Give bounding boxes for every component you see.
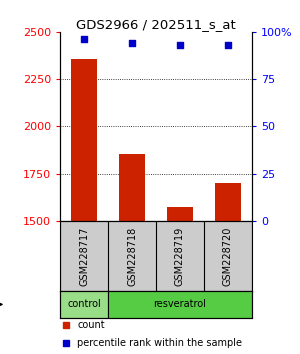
Text: control: control: [67, 299, 101, 309]
Text: count: count: [77, 320, 105, 330]
Bar: [71, 59, 97, 221]
Title: GDS2966 / 202511_s_at: GDS2966 / 202511_s_at: [76, 18, 236, 31]
Text: GSM228719: GSM228719: [175, 226, 185, 285]
Text: GSM228720: GSM228720: [223, 226, 233, 286]
Point: [178, 42, 182, 48]
Bar: [215, 183, 241, 221]
Point: [130, 40, 134, 46]
Bar: [167, 207, 193, 221]
Bar: [60, 291, 108, 318]
Text: percentile rank within the sample: percentile rank within the sample: [77, 338, 242, 348]
Point: [82, 36, 86, 42]
Text: GSM228718: GSM228718: [127, 226, 137, 285]
Text: GSM228717: GSM228717: [79, 226, 89, 286]
Bar: [119, 154, 145, 221]
Bar: [108, 291, 252, 318]
Text: resveratrol: resveratrol: [154, 299, 206, 309]
Point: [226, 42, 230, 48]
